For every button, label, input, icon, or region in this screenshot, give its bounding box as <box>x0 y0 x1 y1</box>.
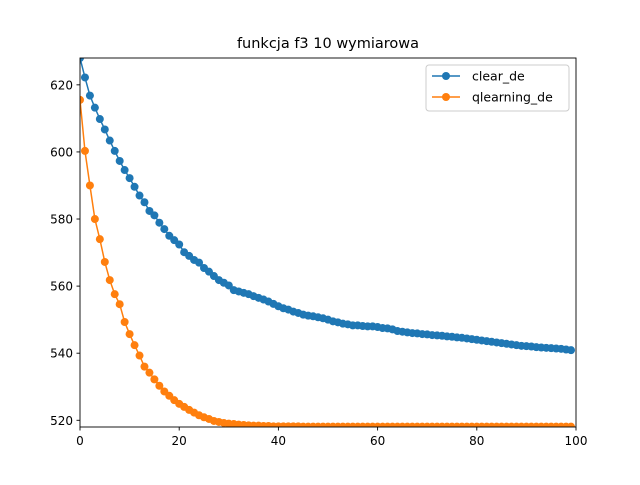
data-point-qlearning_de <box>145 368 154 377</box>
data-point-clear_de <box>150 211 159 220</box>
data-point-qlearning_de <box>140 362 149 371</box>
data-point-clear_de <box>85 91 94 100</box>
plot-frame <box>79 57 577 428</box>
data-point-clear_de <box>110 146 119 155</box>
data-point-qlearning_de <box>85 181 94 190</box>
data-point-clear_de <box>125 174 134 183</box>
data-point-qlearning_de <box>125 330 134 339</box>
data-point-clear_de <box>115 156 124 165</box>
data-point-qlearning_de <box>80 146 89 155</box>
legend-marker-clear_de <box>442 72 450 80</box>
y-tick-label: 580 <box>50 213 73 227</box>
x-tick-label: 0 <box>76 434 84 448</box>
chart-title: funkcja f3 10 wymiarowa <box>237 36 419 52</box>
data-point-qlearning_de <box>120 318 129 326</box>
data-point-clear_de <box>567 346 576 355</box>
data-point-qlearning_de <box>100 257 109 266</box>
data-point-clear_de <box>130 182 139 191</box>
data-point-qlearning_de <box>95 235 104 244</box>
data-point-clear_de <box>105 136 114 145</box>
data-point-clear_de <box>80 58 84 62</box>
x-tick-label: 40 <box>271 434 286 448</box>
data-point-clear_de <box>195 258 204 267</box>
legend-box <box>425 64 570 112</box>
y-tick-label: 620 <box>50 78 73 92</box>
legend: clear_de qlearning_de <box>425 64 570 112</box>
data-point-qlearning_de <box>90 215 99 224</box>
data-point-clear_de <box>155 218 164 227</box>
data-point-qlearning_de <box>80 95 84 104</box>
x-tick-label: 80 <box>469 434 484 448</box>
y-tick-label: 560 <box>50 280 73 294</box>
y-tick-label: 600 <box>50 145 73 159</box>
data-point-clear_de <box>175 240 184 249</box>
data-point-qlearning_de <box>110 290 119 299</box>
data-point-qlearning_de <box>150 375 159 384</box>
data-point-qlearning_de <box>135 351 144 360</box>
data-point-clear_de <box>135 191 144 200</box>
axis-layer: 0 20 40 60 80 100 520 540 560 580 600 620 <box>50 78 587 448</box>
legend-label-qlearning_de: qlearning_de <box>472 90 553 105</box>
data-point-clear_de <box>90 103 99 112</box>
data-point-clear_de <box>95 115 104 124</box>
data-point-qlearning_de <box>130 341 139 350</box>
legend-marker-qlearning_de <box>442 93 450 101</box>
y-tick-label: 540 <box>50 347 73 361</box>
data-point-clear_de <box>100 125 109 134</box>
data-point-clear_de <box>160 225 169 234</box>
legend-label-clear_de: clear_de <box>472 69 525 84</box>
data-point-clear_de <box>140 198 149 207</box>
data-point-qlearning_de <box>567 422 576 427</box>
y-tick-label: 520 <box>50 414 73 428</box>
x-tick-label: 100 <box>565 434 588 448</box>
data-point-qlearning_de <box>115 300 124 309</box>
data-point-qlearning_de <box>155 381 164 390</box>
x-tick-label: 20 <box>172 434 187 448</box>
data-point-clear_de <box>120 166 129 175</box>
data-point-clear_de <box>80 73 89 82</box>
data-point-qlearning_de <box>105 276 114 285</box>
x-tick-label: 60 <box>370 434 385 448</box>
